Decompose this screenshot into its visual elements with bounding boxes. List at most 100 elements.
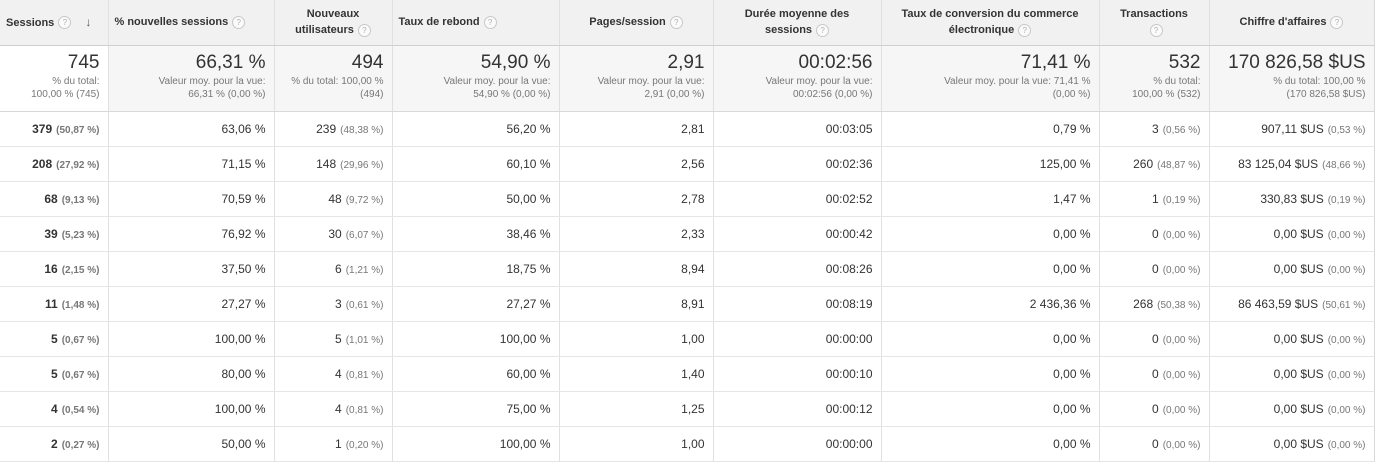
cell-sessions: 16 (2,15 %) xyxy=(0,251,109,287)
cell-percent: (1,01 %) xyxy=(345,334,384,346)
cell-ecommerce-conversion-rate: 0,00 % xyxy=(881,356,1100,392)
header-label: Transactions xyxy=(1120,8,1188,21)
header-transactions[interactable]: Transactions? xyxy=(1099,0,1210,46)
total-sub: Valeur moy. pour la vue: 71,41 % xyxy=(944,75,1091,87)
cell-value: 60,10 % xyxy=(506,156,551,171)
cell-percent: (50,38 %) xyxy=(1157,299,1201,311)
cell-revenue: 0,00 $US (0,00 %) xyxy=(1209,426,1375,462)
total-sessions: 745 % du total: 100,00 % (745) xyxy=(0,45,109,112)
cell-revenue: 330,83 $US (0,19 %) xyxy=(1209,181,1375,217)
cell-value: 30 xyxy=(328,226,342,241)
cell-value: 11 xyxy=(45,296,58,311)
help-icon[interactable]: ? xyxy=(1149,23,1163,37)
cell-percent: (1,48 %) xyxy=(61,299,100,311)
cell-avg-session-duration: 00:00:00 xyxy=(713,426,882,462)
cell-value: 68 xyxy=(44,191,58,206)
cell-value: 2,81 xyxy=(681,121,705,136)
cell-avg-session-duration: 00:00:12 xyxy=(713,391,882,427)
cell-new-users: 3 (0,61 %) xyxy=(274,286,393,322)
cell-avg-session-duration: 00:00:42 xyxy=(713,216,882,252)
cell-pages-per-session: 2,33 xyxy=(559,216,714,252)
total-bounce-rate: 54,90 % Valeur moy. pour la vue: 54,90 % (… xyxy=(392,45,560,112)
cell-new-users: 4 (0,81 %) xyxy=(274,356,393,392)
cell-value: 0,00 $US xyxy=(1273,366,1324,381)
cell-percent: (0,00 %) xyxy=(1327,404,1366,416)
header-bounce-rate[interactable]: Taux de rebond? xyxy=(392,0,560,46)
total-value: 00:02:56 xyxy=(798,51,873,73)
cell-value: 38,46 % xyxy=(506,226,551,241)
table-row: 68 (9,13 %) 70,59 % 48 (9,72 %) 50,00 % 2,… xyxy=(0,181,1375,217)
cell-percent: (0,19 %) xyxy=(1327,194,1366,206)
cell-new-users: 30 (6,07 %) xyxy=(274,216,393,252)
header-new-users[interactable]: Nouveaux utilisateurs? xyxy=(274,0,393,46)
table-row: 39 (5,23 %) 76,92 % 30 (6,07 %) 38,46 % 2,… xyxy=(0,216,1375,252)
help-icon[interactable]: ? xyxy=(483,15,497,29)
total-sub: Valeur moy. pour la vue: xyxy=(597,75,705,87)
header-new-sessions[interactable]: % nouvelles sessions? xyxy=(108,0,275,46)
cell-new-sessions: 70,59 % xyxy=(108,181,275,217)
cell-value: 16 xyxy=(44,261,58,276)
cell-percent: (48,38 %) xyxy=(340,124,384,136)
cell-percent: (9,13 %) xyxy=(61,194,100,206)
help-icon[interactable]: ? xyxy=(816,23,830,37)
cell-sessions: 379 (50,87 %) xyxy=(0,111,109,147)
total-value: 170 826,58 $US xyxy=(1228,51,1366,73)
total-sub: % du total: 100,00 % xyxy=(1273,75,1366,87)
header-sessions[interactable]: Sessions? ↓ xyxy=(0,0,109,46)
help-icon[interactable]: ? xyxy=(1330,15,1344,29)
cell-new-sessions: 100,00 % xyxy=(108,321,275,357)
cell-percent: (50,61 %) xyxy=(1322,299,1366,311)
cell-pages-per-session: 8,91 xyxy=(559,286,714,322)
cell-sessions: 11 (1,48 %) xyxy=(0,286,109,322)
cell-transactions: 3 (0,56 %) xyxy=(1099,111,1210,147)
header-revenue[interactable]: Chiffre d'affaires? xyxy=(1209,0,1375,46)
header-row: Sessions? ↓ % nouvelles sessions? Nouveau… xyxy=(0,0,1375,46)
cell-sessions: 68 (9,13 %) xyxy=(0,181,109,217)
cell-transactions: 0 (0,00 %) xyxy=(1099,321,1210,357)
help-icon[interactable]: ? xyxy=(1018,23,1032,37)
cell-new-users: 4 (0,81 %) xyxy=(274,391,393,427)
cell-value: 76,92 % xyxy=(221,226,266,241)
table-row: 5 (0,67 %) 80,00 % 4 (0,81 %) 60,00 % 1,40… xyxy=(0,356,1375,392)
cell-value: 86 463,59 $US xyxy=(1238,296,1319,311)
cell-transactions: 0 (0,00 %) xyxy=(1099,426,1210,462)
cell-value: 2,78 xyxy=(681,191,705,206)
total-new-sessions: 66,31 % Valeur moy. pour la vue: 66,31 % (… xyxy=(108,45,275,112)
cell-avg-session-duration: 00:02:52 xyxy=(713,181,882,217)
cell-value: 1,00 xyxy=(681,436,705,451)
cell-ecommerce-conversion-rate: 0,00 % xyxy=(881,391,1100,427)
table-row: 11 (1,48 %) 27,27 % 3 (0,61 %) 27,27 % 8,9… xyxy=(0,286,1375,322)
cell-sessions: 208 (27,92 %) xyxy=(0,146,109,182)
help-icon[interactable]: ? xyxy=(669,15,683,29)
cell-value: 0,00 $US xyxy=(1273,226,1324,241)
cell-percent: (0,00 %) xyxy=(1162,439,1201,451)
cell-percent: (0,00 %) xyxy=(1162,334,1201,346)
cell-value: 2 xyxy=(51,436,58,451)
header-avg-session-duration[interactable]: Durée moyenne des sessions? xyxy=(713,0,882,46)
cell-pages-per-session: 8,94 xyxy=(559,251,714,287)
cell-value: 100,00 % xyxy=(499,331,551,346)
cell-value: 0 xyxy=(1152,261,1159,276)
header-ecommerce-conversion-rate[interactable]: Taux de conversion du commerce électroniq… xyxy=(881,0,1100,46)
header-pages-per-session[interactable]: Pages/session? xyxy=(559,0,714,46)
cell-value: 0,79 % xyxy=(1053,121,1091,136)
cell-percent: (48,66 %) xyxy=(1322,159,1366,171)
help-icon[interactable]: ? xyxy=(58,16,72,30)
cell-sessions: 4 (0,54 %) xyxy=(0,391,109,427)
help-icon[interactable]: ? xyxy=(357,23,371,37)
cell-percent: (0,27 %) xyxy=(61,439,100,451)
cell-pages-per-session: 1,40 xyxy=(559,356,714,392)
cell-value: 379 xyxy=(32,121,53,136)
header-label: Nouveaux xyxy=(306,8,360,21)
cell-value: 3 xyxy=(335,296,342,311)
cell-value: 4 xyxy=(335,401,342,416)
cell-pages-per-session: 1,00 xyxy=(559,426,714,462)
cell-percent: (27,92 %) xyxy=(56,159,100,171)
cell-revenue: 907,11 $US (0,53 %) xyxy=(1209,111,1375,147)
cell-value: 5 xyxy=(335,331,342,346)
cell-percent: (6,07 %) xyxy=(345,229,384,241)
cell-percent: (48,87 %) xyxy=(1157,159,1201,171)
cell-transactions: 0 (0,00 %) xyxy=(1099,216,1210,252)
help-icon[interactable]: ? xyxy=(232,15,246,29)
sort-down-arrow-icon[interactable]: ↓ xyxy=(85,14,92,29)
